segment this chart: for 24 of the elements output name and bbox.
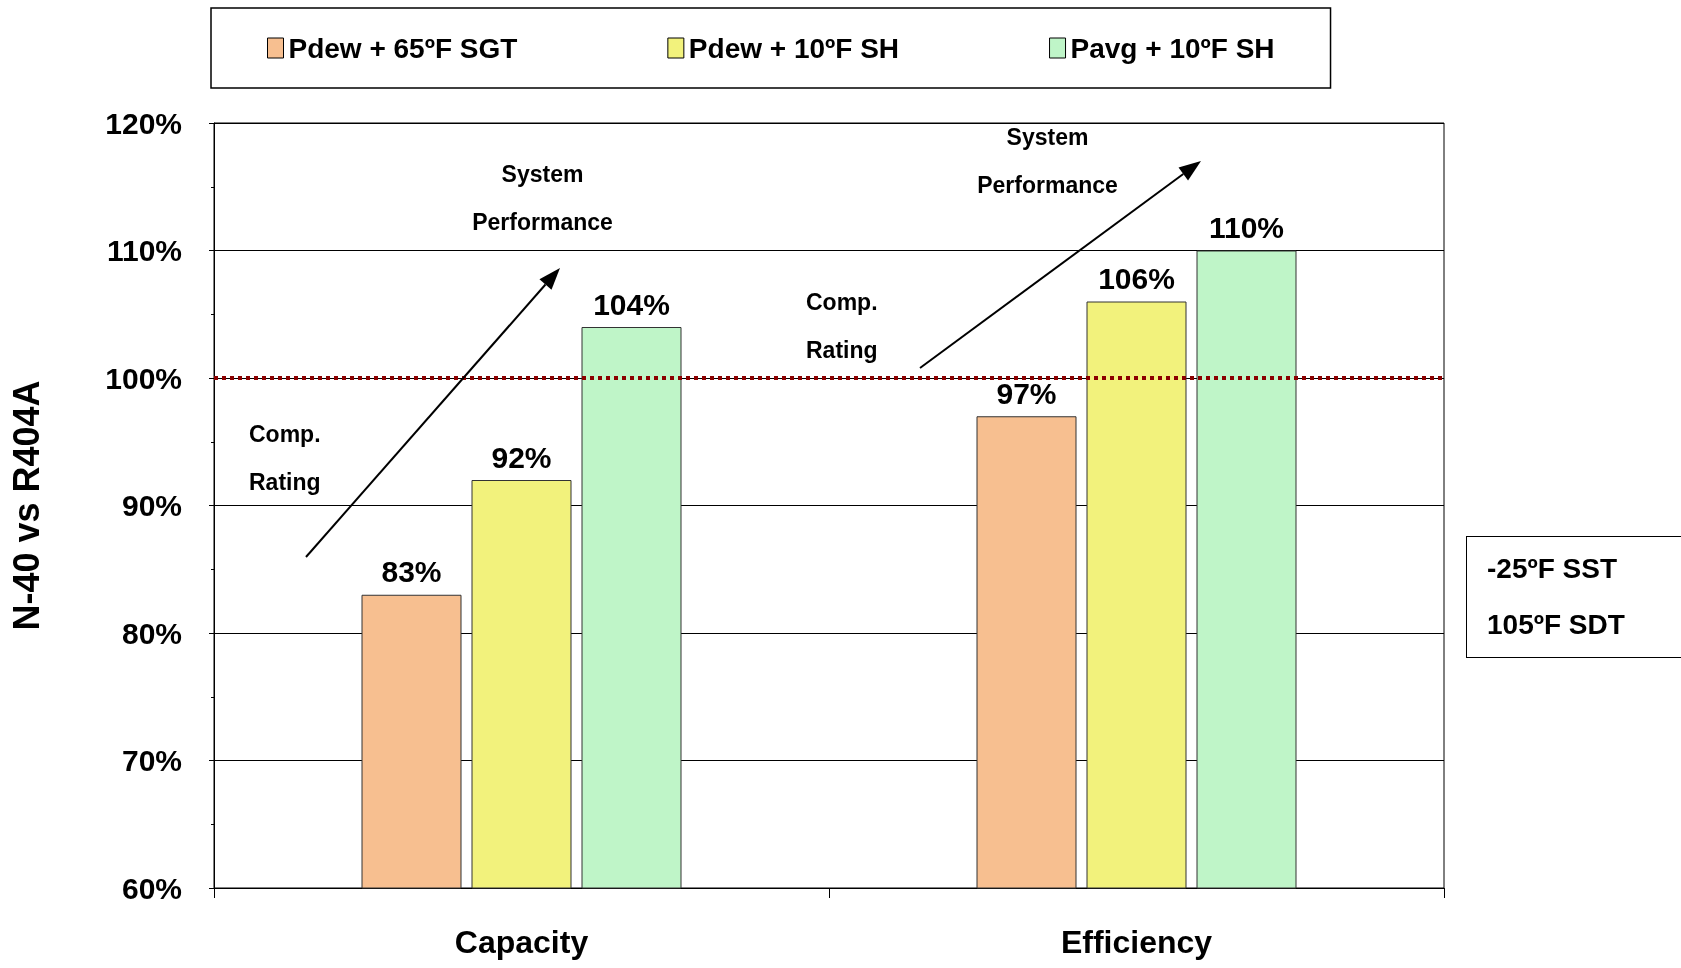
annotation: Comp. Rating <box>806 288 879 365</box>
y-tick-label: 120% <box>105 106 182 140</box>
y-tick-label: 80% <box>121 616 182 650</box>
legend-label: Pdew + 65ºF SGT <box>288 32 518 64</box>
annotation: Comp. Rating <box>249 420 322 497</box>
annotation: System Performance <box>471 160 614 237</box>
data-label: 104% <box>593 287 670 321</box>
y-tick-label: 90% <box>121 489 182 522</box>
legend-label: Pavg + 10ºF SH <box>1070 32 1275 64</box>
y-tick-label: 60% <box>121 871 182 905</box>
y-tick-label: 100% <box>105 361 182 395</box>
y-axis-title: N-40 vs R404A <box>5 380 47 631</box>
annotation: System Performance <box>976 123 1119 200</box>
x-tick-label: Efficiency <box>1060 924 1213 960</box>
x-tick-label: Capacity <box>454 924 589 960</box>
data-label: 110% <box>1208 211 1285 244</box>
text: -25ºF SST 105ºF SDT <box>1466 536 1681 658</box>
data-label: 97% <box>996 376 1057 410</box>
legend-label: Pdew + 10ºF SH <box>688 32 900 64</box>
y-tick-label: 70% <box>121 744 182 777</box>
data-label: 106% <box>1098 262 1175 295</box>
data-label: 83% <box>381 555 442 589</box>
y-tick-label: 110% <box>106 234 182 267</box>
data-label: 92% <box>491 440 552 474</box>
